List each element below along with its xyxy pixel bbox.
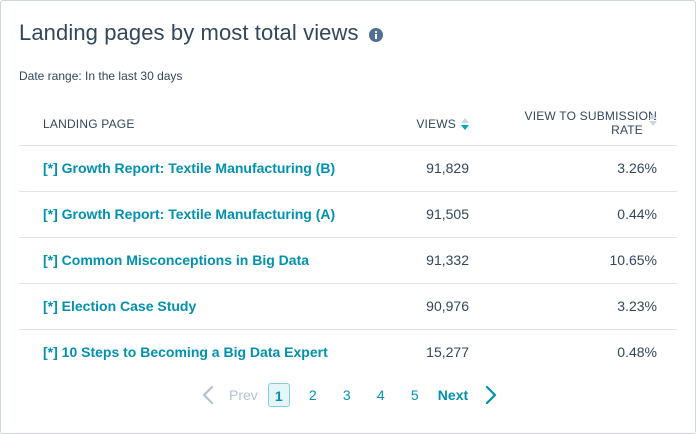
rate-value: 10.65% bbox=[609, 252, 657, 268]
table-row: [*] 10 Steps to Becoming a Big Data Expe… bbox=[19, 330, 677, 375]
column-header-view-to-submission-rate[interactable]: VIEW TO SUBMISSION RATE bbox=[497, 109, 657, 137]
prev-button: Prev bbox=[229, 387, 258, 403]
page-button-1[interactable]: 1 bbox=[267, 383, 290, 407]
rate-value: 3.26% bbox=[617, 160, 657, 176]
column-header-rate-line2: RATE bbox=[611, 123, 643, 137]
landing-page-link[interactable]: [*] Election Case Study bbox=[43, 298, 197, 314]
page-button-4[interactable]: 4 bbox=[376, 387, 385, 403]
landing-page-link[interactable]: [*] 10 Steps to Becoming a Big Data Expe… bbox=[43, 344, 328, 360]
table-header: LANDING PAGE VIEWS VIEW TO SUBMISSION RA… bbox=[19, 97, 677, 146]
table-row: [*] Common Misconceptions in Big Data 91… bbox=[19, 238, 677, 284]
info-icon[interactable] bbox=[368, 28, 383, 42]
landing-page-link[interactable]: [*] Growth Report: Textile Manufacturing… bbox=[43, 206, 336, 222]
table-row: [*] Growth Report: Textile Manufacturing… bbox=[19, 192, 677, 238]
page-button-5[interactable]: 5 bbox=[410, 387, 419, 403]
landing-page-link[interactable]: [*] Growth Report: Textile Manufacturing… bbox=[43, 160, 336, 176]
sort-icon[interactable] bbox=[649, 113, 657, 127]
views-value: 91,332 bbox=[426, 252, 469, 268]
page-button-2[interactable]: 2 bbox=[308, 387, 317, 403]
views-value: 15,277 bbox=[426, 344, 469, 360]
date-range: Date range: In the last 30 days bbox=[19, 69, 183, 83]
column-header-views-label: VIEWS bbox=[416, 117, 456, 131]
views-value: 91,505 bbox=[426, 206, 469, 222]
chevron-right-icon[interactable] bbox=[484, 384, 498, 406]
column-header-rate-line1: VIEW TO SUBMISSION bbox=[524, 109, 657, 123]
pagination: Prev 1 2 3 4 5 Next bbox=[201, 382, 498, 408]
chevron-left-icon bbox=[201, 384, 215, 406]
sort-icon[interactable] bbox=[461, 117, 469, 131]
table-row: [*] Growth Report: Textile Manufacturing… bbox=[19, 146, 677, 192]
rate-value: 3.23% bbox=[617, 298, 657, 314]
rate-value: 0.48% bbox=[617, 344, 657, 360]
report-title: Landing pages by most total views bbox=[19, 20, 359, 45]
next-button[interactable]: Next bbox=[437, 387, 469, 403]
page-button-3[interactable]: 3 bbox=[342, 387, 351, 403]
table-body: [*] Growth Report: Textile Manufacturing… bbox=[19, 146, 677, 375]
table-row: [*] Election Case Study 90,976 3.23% bbox=[19, 284, 677, 330]
rate-value: 0.44% bbox=[617, 206, 657, 222]
column-header-landing-page: LANDING PAGE bbox=[43, 117, 135, 131]
views-value: 90,976 bbox=[426, 298, 469, 314]
landing-pages-table: LANDING PAGE VIEWS VIEW TO SUBMISSION RA… bbox=[19, 97, 677, 375]
landing-page-link[interactable]: [*] Common Misconceptions in Big Data bbox=[43, 252, 310, 268]
views-value: 91,829 bbox=[426, 160, 469, 176]
column-header-views[interactable]: VIEWS bbox=[416, 117, 469, 131]
report-header: Landing pages by most total views bbox=[19, 18, 383, 48]
